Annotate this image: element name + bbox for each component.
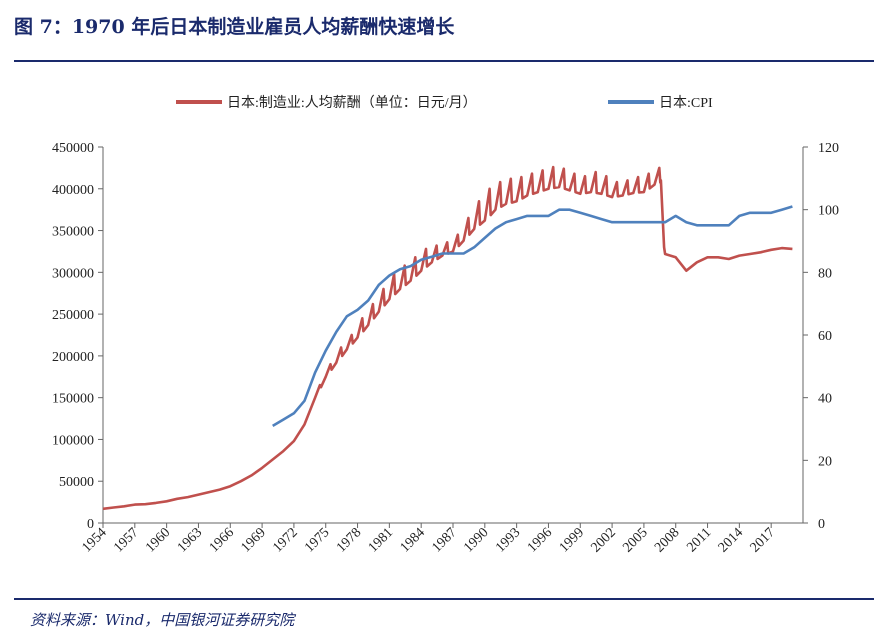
right-tick-label: 0 bbox=[818, 517, 825, 532]
left-tick-label: 250000 bbox=[52, 308, 94, 323]
x-tick-label: 1969 bbox=[239, 525, 269, 555]
axes bbox=[102, 147, 804, 524]
x-tick-label: 1981 bbox=[366, 525, 396, 555]
x-tick-label: 1957 bbox=[111, 525, 141, 555]
x-tick-label: 1960 bbox=[143, 525, 173, 555]
series-lines bbox=[102, 165, 793, 511]
legend-label-cpi: 日本:CPI bbox=[659, 95, 713, 111]
x-tick-label: 1978 bbox=[334, 525, 364, 555]
legend: 日本:制造业:人均薪酬（单位：日元/月） 日本:CPI bbox=[176, 95, 713, 111]
x-tick-label: 1987 bbox=[429, 525, 459, 555]
left-tick-label: 150000 bbox=[52, 392, 94, 407]
x-tick-label: 1999 bbox=[557, 525, 587, 555]
x-tick-label: 2005 bbox=[620, 525, 650, 555]
x-axis-ticks: 1954 1957 1960 1963 1966 1969 1972 1975 1978 1981… bbox=[79, 523, 778, 556]
x-tick-label: 2002 bbox=[589, 525, 619, 555]
left-tick-label: 0 bbox=[87, 517, 94, 532]
left-tick-label: 200000 bbox=[52, 350, 94, 365]
right-tick-label: 20 bbox=[818, 454, 832, 469]
left-tick-label: 50000 bbox=[59, 475, 94, 490]
figure-title: 图 7：1970 年后日本制造业雇员人均薪酬快速增长 bbox=[14, 16, 455, 38]
x-tick-label: 1984 bbox=[398, 525, 428, 555]
x-tick-label: 1996 bbox=[525, 525, 555, 555]
series-line-wage bbox=[102, 165, 793, 511]
left-tick-label: 400000 bbox=[52, 183, 94, 198]
left-axis-ticks: 0 50000 100000 150000 200000 250000 300000 3500… bbox=[52, 141, 103, 532]
source-note: 资料来源：Wind，中国银河证券研究院 bbox=[30, 611, 295, 629]
top-divider bbox=[14, 60, 874, 62]
x-tick-label: 2011 bbox=[684, 525, 714, 555]
legend-label-wage: 日本:制造业:人均薪酬（单位：日元/月） bbox=[227, 95, 477, 111]
x-tick-label: 1993 bbox=[493, 525, 523, 555]
left-tick-label: 350000 bbox=[52, 225, 94, 240]
left-tick-label: 100000 bbox=[52, 433, 94, 448]
left-tick-label: 300000 bbox=[52, 266, 94, 281]
x-tick-label: 1975 bbox=[302, 525, 332, 555]
right-tick-label: 120 bbox=[818, 141, 839, 156]
series-line-cpi bbox=[272, 205, 793, 428]
left-tick-label: 450000 bbox=[52, 141, 94, 156]
x-tick-label: 2008 bbox=[652, 525, 682, 555]
right-tick-label: 40 bbox=[818, 392, 832, 407]
bottom-divider bbox=[14, 598, 874, 600]
x-tick-label: 1954 bbox=[79, 525, 109, 555]
x-tick-label: 1963 bbox=[175, 525, 205, 555]
x-tick-label: 1972 bbox=[270, 525, 300, 555]
x-tick-label: 2014 bbox=[716, 525, 746, 555]
x-tick-label: 1966 bbox=[207, 525, 237, 555]
right-tick-label: 100 bbox=[818, 204, 839, 219]
right-tick-label: 80 bbox=[818, 266, 832, 281]
right-tick-label: 60 bbox=[818, 329, 832, 344]
x-tick-label: 2017 bbox=[748, 525, 778, 555]
x-tick-label: 1990 bbox=[461, 525, 491, 555]
right-axis-ticks: 0 20 40 60 80 100 120 bbox=[803, 141, 839, 532]
